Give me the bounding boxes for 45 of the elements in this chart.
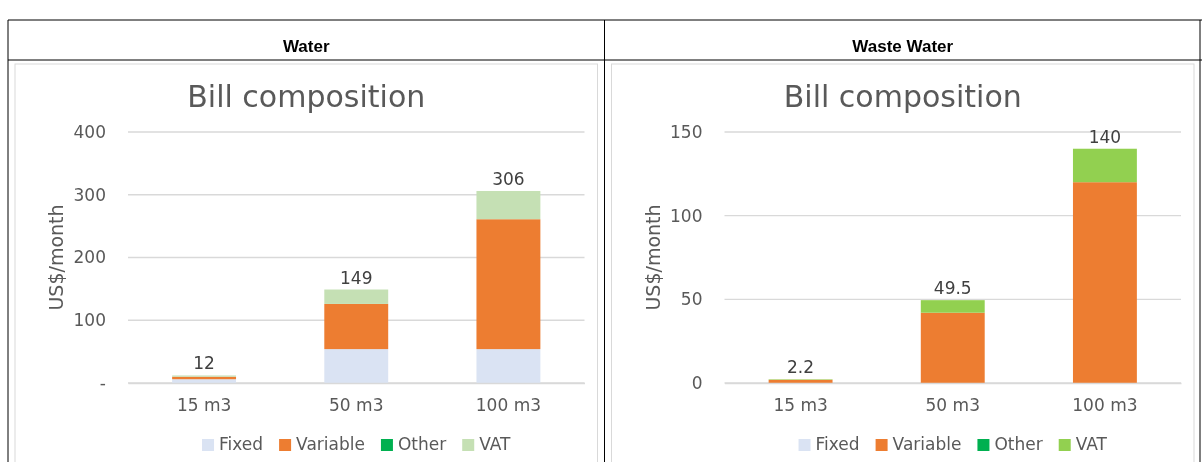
legend-label: VAT <box>1075 434 1108 454</box>
y-tick-label: 300 <box>73 184 106 205</box>
total-label: 149 <box>340 267 373 288</box>
total-label: 49.5 <box>933 278 972 299</box>
legend-label: Other <box>994 434 1043 454</box>
chart-subtitle: Bill composition <box>783 79 1022 114</box>
total-label: 306 <box>492 168 525 189</box>
bar <box>476 349 541 383</box>
y-tick-label: 0 <box>691 372 703 393</box>
legend-label: VAT <box>479 434 512 454</box>
bar <box>476 219 541 350</box>
bar <box>324 303 389 350</box>
chart-subtitle: Bill composition <box>187 79 426 114</box>
bar <box>476 190 541 220</box>
chart-title: Waste Water <box>852 37 954 56</box>
x-tick-label: 50 m3 <box>329 395 384 416</box>
legend-label: Variable <box>892 434 962 454</box>
bar <box>1072 182 1137 383</box>
legend-label: Variable <box>296 434 365 454</box>
total-label: 2.2 <box>787 357 815 378</box>
total-label: 140 <box>1088 126 1122 147</box>
y-tick-label: - <box>99 372 106 393</box>
bar <box>324 289 389 304</box>
y-tick-label: 400 <box>73 121 106 142</box>
x-tick-label: 100 m3 <box>1072 395 1138 416</box>
x-tick-label: 100 m3 <box>475 395 542 416</box>
y-tick-label: 100 <box>670 205 703 226</box>
x-tick-label: 15 m3 <box>773 395 828 416</box>
y-tick-label: 100 <box>73 310 106 331</box>
bar <box>324 349 389 383</box>
bar <box>1072 148 1137 183</box>
legend-label: Fixed <box>219 434 264 454</box>
legend-label: Fixed <box>815 434 860 454</box>
y-tick-label: 200 <box>73 247 106 268</box>
legend-label: Other <box>397 434 447 454</box>
total-label: 12 <box>193 353 215 374</box>
bar <box>920 300 985 313</box>
y-tick-label: 50 <box>680 289 703 310</box>
y-tick-label: 150 <box>670 121 703 142</box>
bar <box>920 312 985 383</box>
x-tick-label: 15 m3 <box>176 395 232 416</box>
x-tick-label: 50 m3 <box>925 395 980 416</box>
chart-title: Water <box>282 37 330 56</box>
y-axis-title: US$/month <box>45 204 67 311</box>
y-axis-title: US$/month <box>641 204 664 311</box>
